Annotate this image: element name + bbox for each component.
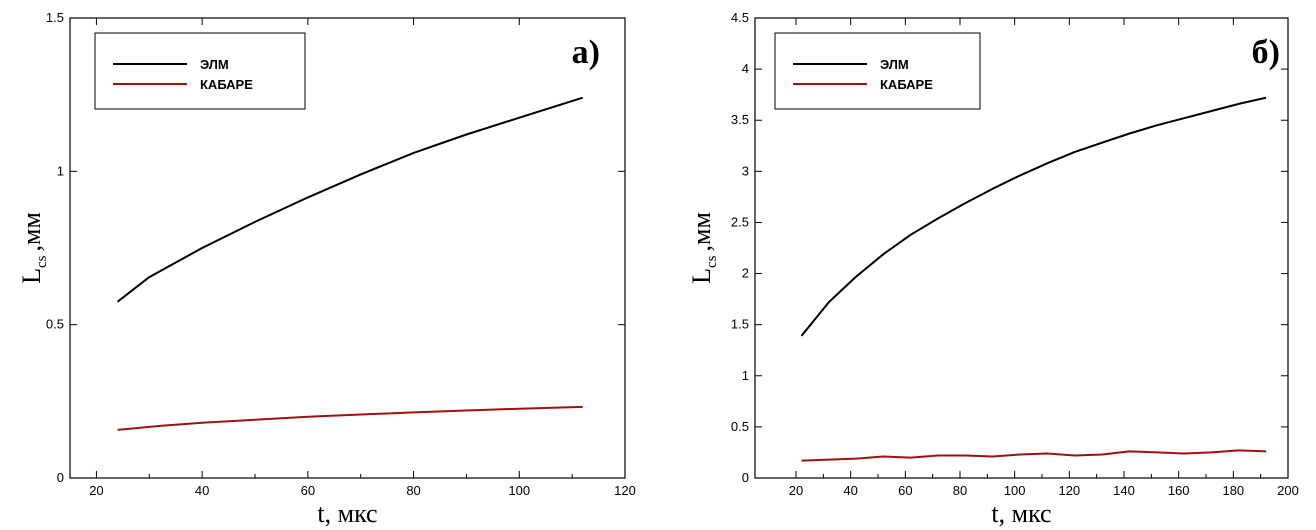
plot-frame [69,17,626,479]
legend-label: КАБАРЕ [200,77,253,92]
y-axis-symbol: L [687,268,716,284]
y-axis-symbol: L [17,268,46,284]
x-tick-label: 200 [1277,483,1299,498]
y-axis-unit: ,мм [687,212,716,251]
series-line-kabare [117,405,583,431]
legend-label: КАБАРЕ [880,77,933,92]
y-axis-title: Lcs ,мм [17,212,50,284]
legend-box [94,32,306,110]
x-axis-title: t, мкс [991,499,1051,528]
x-tick-label: 120 [1058,483,1080,498]
x-tick-label: 140 [1113,483,1135,498]
plot-frame [754,17,1289,479]
y-tick-label: 1.5 [731,317,749,332]
x-tick-label: 60 [898,483,912,498]
y-tick-label: 2.5 [731,214,749,229]
x-tick-label: 80 [953,483,967,498]
y-tick-label: 4.5 [731,10,749,25]
y-tick-label: 2 [742,266,749,281]
y-tick-label: 0.5 [46,317,64,332]
y-tick-label: 4 [742,61,749,76]
y-axis-title: Lcs ,мм [687,212,720,284]
y-tick-label: 1.5 [46,10,64,25]
y-axis-unit: ,мм [17,212,46,251]
y-axis-subscript: cs [704,255,720,268]
x-tick-label: 80 [406,483,420,498]
x-tick-label: 120 [614,483,636,498]
y-tick-label: 3.5 [731,112,749,127]
x-axis-title: t, мкс [317,499,377,528]
x-tick-label: 40 [195,483,209,498]
chart-panel-b: 20 40 60 80 100 120 140 160 180 200 0 0.5 1 1.5 2 2.5 3 3… [687,10,1299,528]
y-tick-label: 0 [742,470,749,485]
x-tick-label: 100 [1004,483,1026,498]
series-line-kabare [801,449,1267,462]
legend-box [774,32,981,110]
panel-label: б) [1252,34,1280,71]
x-tick-label: 20 [789,483,803,498]
chart-panel-a: 20 40 60 80 100 120 0 0.5 1 1.5 ЭЛМ КАБАРЕ а) t, мкс L… [17,10,636,528]
series-line-elm [116,96,584,303]
x-tick-label: 60 [301,483,315,498]
x-tick-label: 180 [1222,483,1244,498]
legend-label: ЭЛМ [200,57,229,72]
x-tick-label: 100 [508,483,530,498]
series-line-elm [800,96,1267,337]
x-tick-label: 160 [1168,483,1190,498]
y-tick-label: 0 [57,470,64,485]
x-tick-label: 40 [843,483,857,498]
x-tick-label: 20 [89,483,103,498]
panel-label: а) [572,34,600,71]
y-tick-label: 1 [57,163,64,178]
y-tick-label: 0.5 [731,419,749,434]
y-tick-label: 3 [742,163,749,178]
y-tick-label: 1 [742,368,749,383]
legend-label: ЭЛМ [880,57,909,72]
y-axis-subscript: cs [34,255,50,268]
